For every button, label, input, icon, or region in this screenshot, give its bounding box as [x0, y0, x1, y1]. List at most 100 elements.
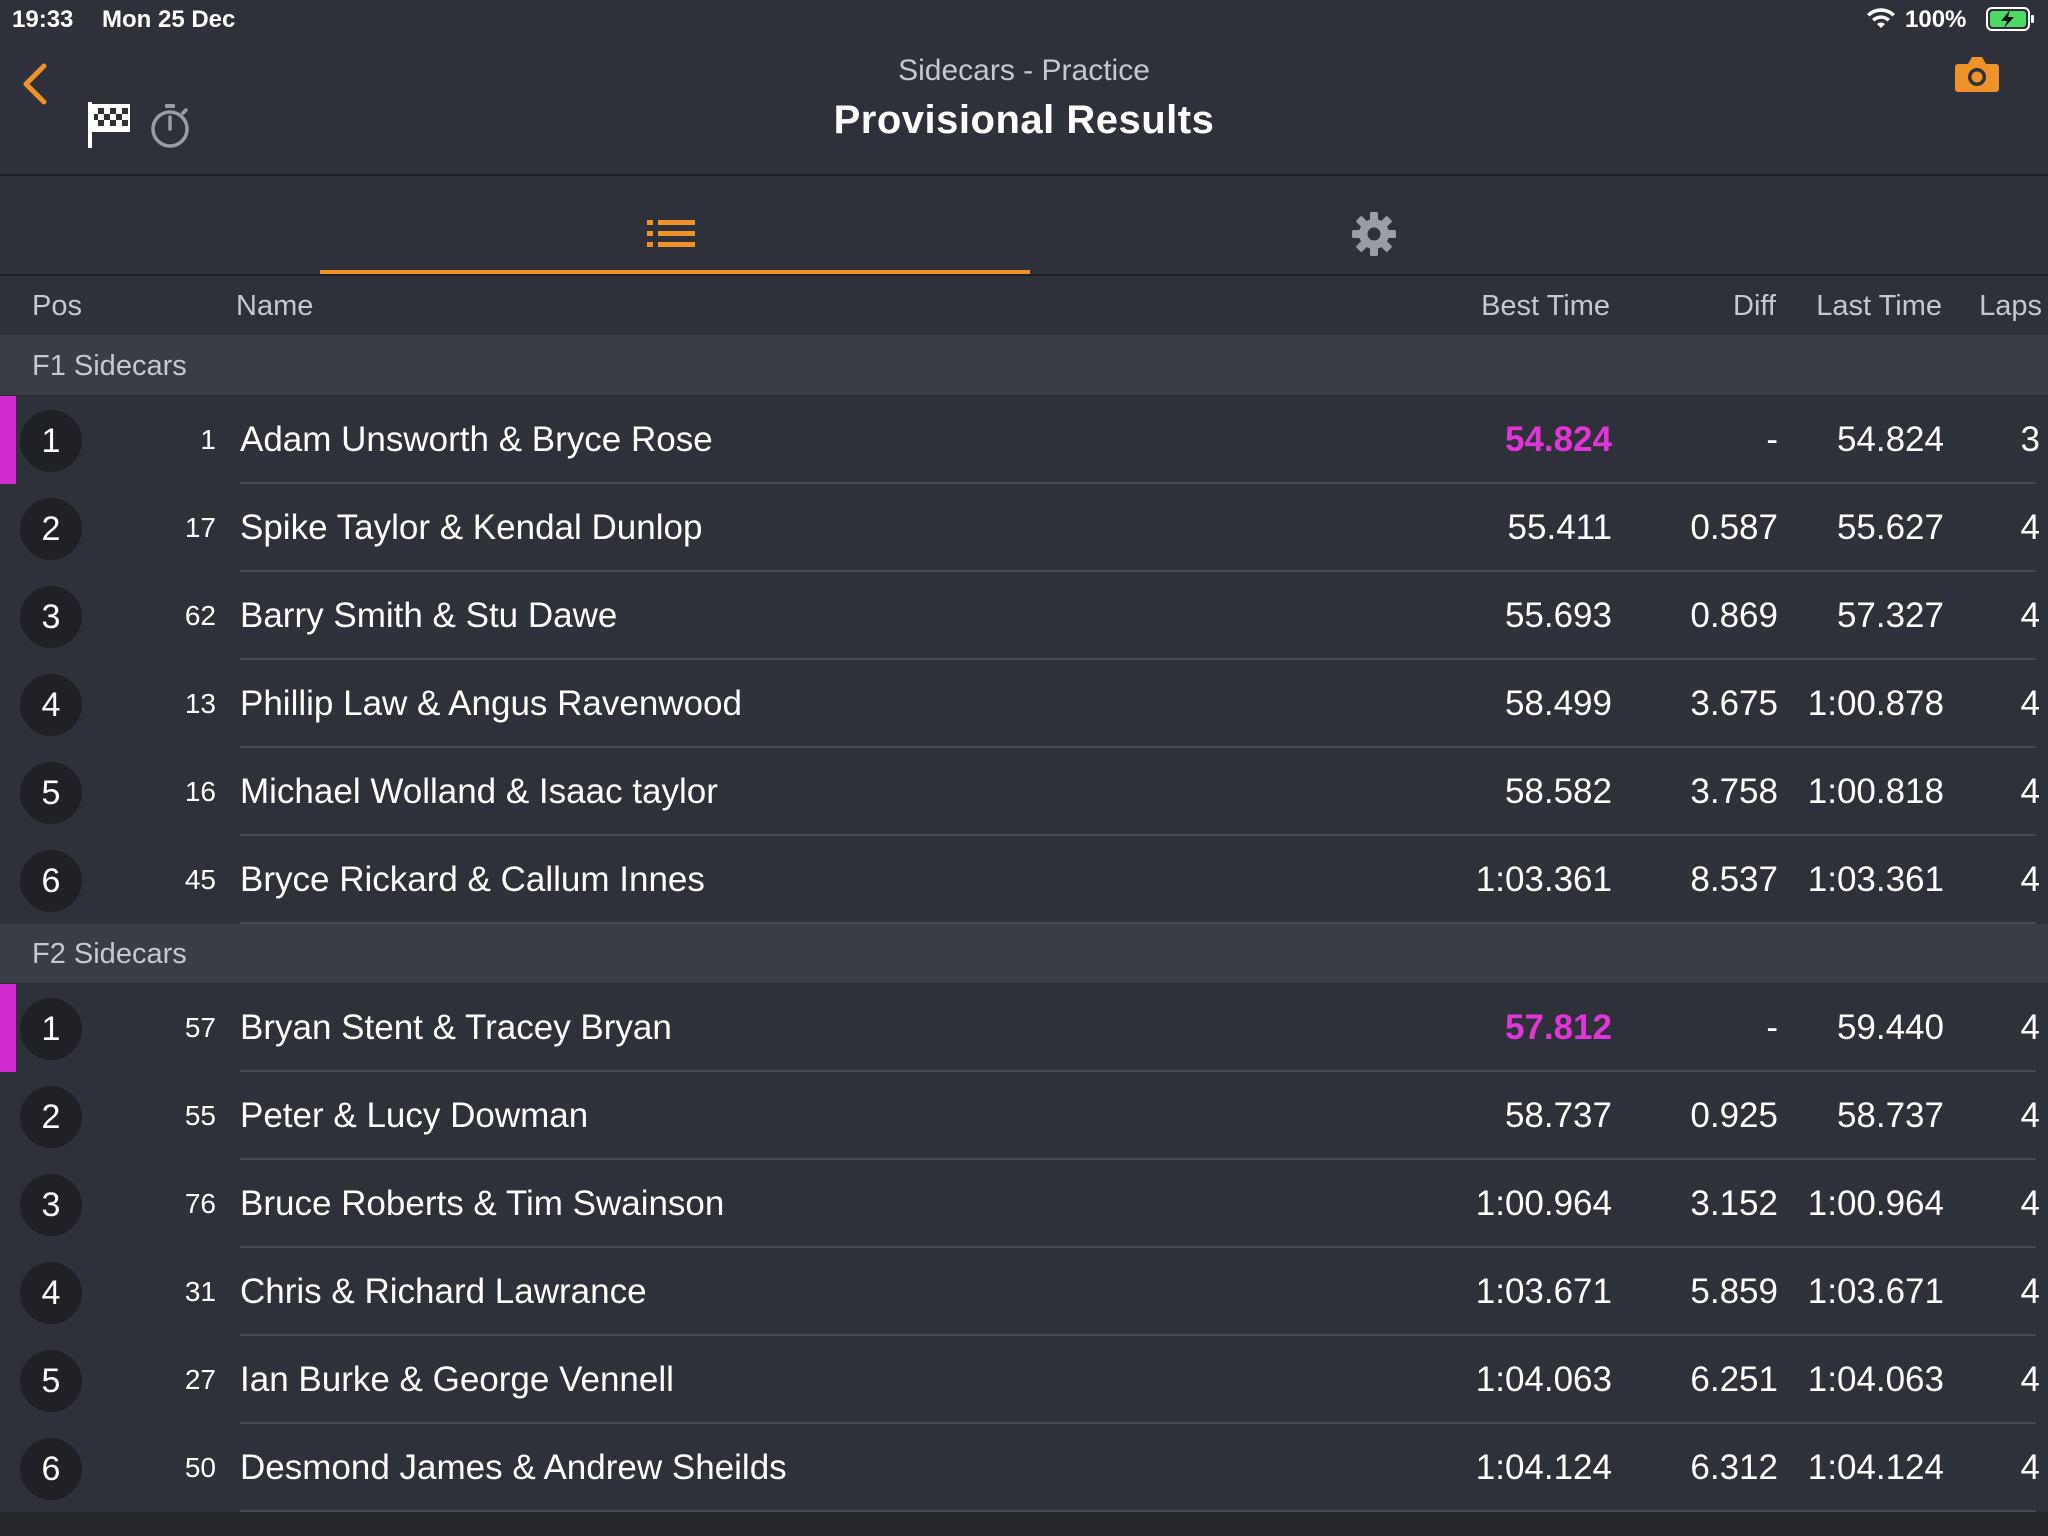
lap-count: 4	[2020, 684, 2040, 723]
position-badge: 3	[20, 586, 82, 648]
rider-number: 57	[184, 1012, 216, 1043]
rider-name: Chris & Richard Lawrance	[240, 1272, 647, 1311]
lap-count: 4	[2020, 1360, 2040, 1399]
rider-name: Ian Burke & George Vennell	[240, 1360, 674, 1399]
time-diff: -	[1766, 420, 1778, 459]
battery-percentage: 100%	[1905, 6, 1967, 33]
result-row[interactable]: 4 13 Phillip Law & Angus Ravenwood 58.49…	[0, 660, 2048, 748]
column-header-pos[interactable]: Pos	[32, 290, 82, 322]
last-time: 1:04.124	[1807, 1448, 1944, 1487]
rider-name: Bryce Rickard & Callum Innes	[240, 860, 705, 899]
last-time: 57.327	[1836, 596, 1944, 635]
position-badge: 6	[20, 1438, 82, 1500]
time-diff: 0.925	[1690, 1096, 1778, 1135]
rider-name: Spike Taylor & Kendal Dunlop	[240, 508, 703, 547]
last-time: 1:00.964	[1807, 1184, 1944, 1223]
result-row[interactable]: 5 16 Michael Wolland & Isaac taylor 58.5…	[0, 748, 2048, 836]
time-diff: 0.869	[1690, 596, 1778, 635]
position-badge: 2	[20, 1086, 82, 1148]
last-time: 54.824	[1836, 420, 1944, 459]
camera-icon[interactable]	[1954, 54, 2000, 94]
result-row[interactable]: 6 45 Bryce Rickard & Callum Innes 1:03.3…	[0, 836, 2048, 924]
column-header-best-time[interactable]: Best Time	[1481, 290, 1610, 322]
rider-name: Peter & Lucy Dowman	[240, 1096, 589, 1135]
leader-indicator	[0, 396, 16, 484]
tab-bar	[0, 178, 2048, 276]
rider-number: 17	[184, 512, 216, 543]
position-badge: 1	[20, 998, 82, 1060]
rider-name: Bruce Roberts & Tim Swainson	[240, 1184, 725, 1223]
position-badge: 1	[20, 410, 82, 472]
section-header: F2 Sidecars	[0, 924, 2048, 984]
wifi-icon	[1867, 8, 1895, 28]
column-header-last-time[interactable]: Last Time	[1816, 290, 1942, 322]
list-icon	[647, 220, 695, 247]
position-badge: 4	[20, 1262, 82, 1324]
page-title: Provisional Results	[833, 98, 1215, 142]
time-diff: 8.537	[1690, 860, 1778, 899]
session-subtitle: Sidecars - Practice	[898, 54, 1150, 87]
section-title: F2 Sidecars	[32, 938, 187, 970]
checkered-flag-icon[interactable]	[86, 100, 132, 150]
position-badge: 5	[20, 762, 82, 824]
position-badge: 4	[20, 674, 82, 736]
rider-number: 31	[184, 1276, 216, 1307]
chevron-left-icon[interactable]	[18, 60, 52, 108]
last-time: 59.440	[1836, 1008, 1944, 1047]
best-time: 1:04.124	[1475, 1448, 1612, 1487]
rider-number: 45	[184, 864, 216, 895]
time-diff: 3.152	[1690, 1184, 1778, 1223]
best-time: 58.737	[1504, 1096, 1612, 1135]
rider-name: Bryan Stent & Tracey Bryan	[240, 1008, 672, 1047]
position-badge: 5	[20, 1350, 82, 1412]
section-header: F1 Sidecars	[0, 336, 2048, 396]
position-badge: 6	[20, 850, 82, 912]
best-time: 55.411	[1507, 508, 1612, 547]
gear-icon	[1352, 212, 1396, 256]
lap-count: 4	[2020, 1096, 2040, 1135]
result-row[interactable]: 5 27 Ian Burke & George Vennell 1:04.063…	[0, 1336, 2048, 1424]
column-header-name[interactable]: Name	[236, 290, 314, 322]
stopwatch-icon[interactable]	[148, 102, 192, 150]
rider-number: 55	[184, 1100, 216, 1131]
column-header-laps[interactable]: Laps	[1979, 290, 2042, 322]
tab-results-list[interactable]	[320, 178, 1030, 274]
last-time: 1:00.818	[1807, 772, 1944, 811]
result-row[interactable]: 2 17 Spike Taylor & Kendal Dunlop 55.411…	[0, 484, 2048, 572]
status-time: 19:33	[12, 6, 74, 33]
tab-settings[interactable]	[1030, 178, 1720, 274]
result-row[interactable]: 3 62 Barry Smith & Stu Dawe 55.693 0.869…	[0, 572, 2048, 660]
rider-name: Phillip Law & Angus Ravenwood	[240, 684, 742, 723]
rider-number: 27	[184, 1364, 216, 1395]
section-title: F1 Sidecars	[32, 350, 187, 382]
rider-name: Michael Wolland & Isaac taylor	[240, 772, 718, 811]
last-time: 55.627	[1836, 508, 1944, 547]
leader-indicator	[0, 984, 16, 1072]
lap-count: 4	[2020, 772, 2040, 811]
results-list: F1 Sidecars 1 1 Adam Unsworth & Bryce Ro…	[0, 336, 2048, 1512]
result-row[interactable]: 1 57 Bryan Stent & Tracey Bryan 57.812 -…	[0, 984, 2048, 1072]
last-time: 1:03.361	[1807, 860, 1944, 899]
last-time: 58.737	[1836, 1096, 1944, 1135]
result-row[interactable]: 1 1 Adam Unsworth & Bryce Rose 54.824 - …	[0, 396, 2048, 484]
position-badge: 3	[20, 1174, 82, 1236]
bottom-strip	[0, 1512, 2048, 1536]
rider-number: 13	[184, 688, 216, 719]
result-row[interactable]: 2 55 Peter & Lucy Dowman 58.737 0.925 58…	[0, 1072, 2048, 1160]
best-time: 58.582	[1504, 772, 1612, 811]
result-row[interactable]: 3 76 Bruce Roberts & Tim Swainson 1:00.9…	[0, 1160, 2048, 1248]
column-header-row: Pos Name Best Time Diff Last Time Laps	[0, 276, 2048, 336]
lap-count: 4	[2020, 1448, 2040, 1487]
time-diff: 6.251	[1690, 1360, 1778, 1399]
column-header-diff[interactable]: Diff	[1733, 290, 1776, 322]
rider-number: 1	[200, 424, 216, 455]
time-diff: 3.758	[1690, 772, 1778, 811]
rider-number: 16	[184, 776, 216, 807]
result-row[interactable]: 6 50 Desmond James & Andrew Sheilds 1:04…	[0, 1424, 2048, 1512]
rider-number: 76	[184, 1188, 216, 1219]
time-diff: 5.859	[1690, 1272, 1778, 1311]
status-date: Mon 25 Dec	[102, 6, 236, 33]
result-row[interactable]: 4 31 Chris & Richard Lawrance 1:03.671 5…	[0, 1248, 2048, 1336]
lap-count: 3	[2020, 420, 2040, 459]
